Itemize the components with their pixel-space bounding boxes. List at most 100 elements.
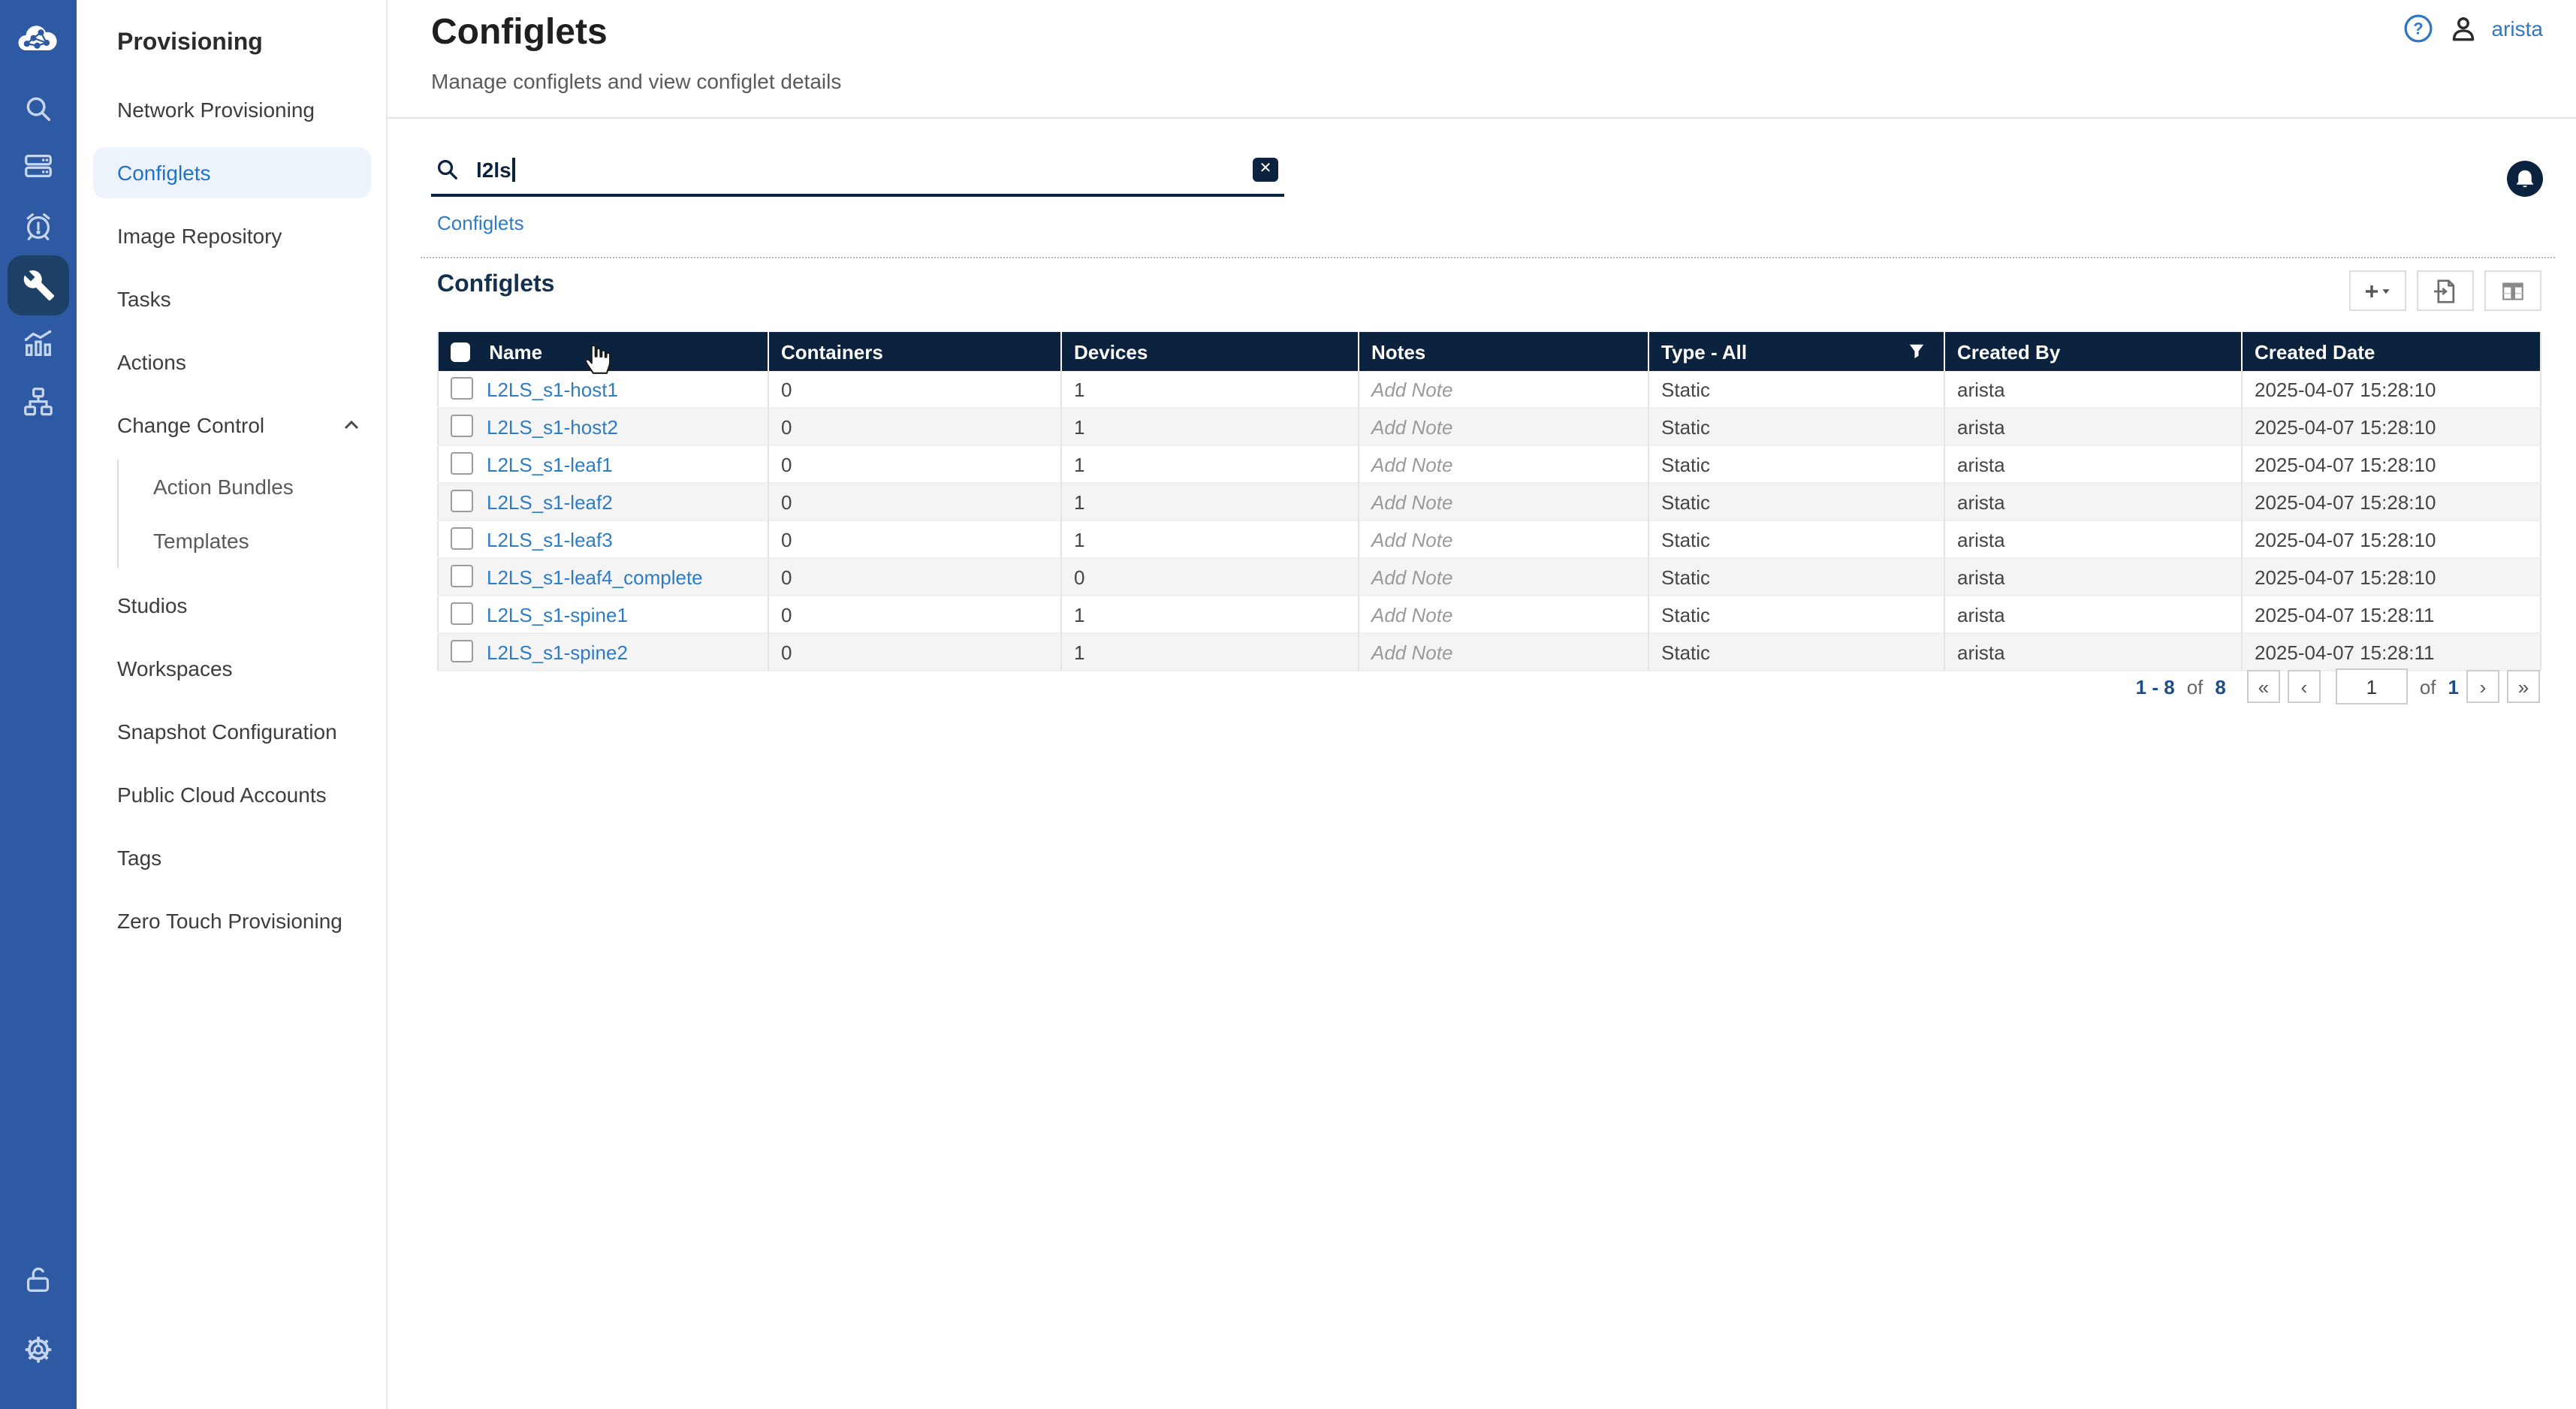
configlet-link[interactable]: L2LS_s1-host1 (487, 379, 618, 401)
configlet-link[interactable]: L2LS_s1-leaf3 (487, 529, 613, 551)
breadcrumb-configlets[interactable]: Configlets (437, 212, 524, 234)
column-header-type[interactable]: Type - All (1648, 332, 1945, 371)
row-checkbox[interactable] (451, 452, 473, 475)
cell-created-by: arista (1944, 371, 2243, 408)
cell-devices: 1 (1061, 371, 1359, 408)
first-page-button[interactable]: « (2246, 670, 2280, 703)
column-label: Containers (781, 340, 883, 363)
sidebar-item-templates[interactable]: Templates (119, 514, 386, 568)
cell-containers: 0 (768, 520, 1062, 558)
column-label: Name (489, 340, 543, 363)
cell-containers: 0 (768, 558, 1062, 596)
column-label: Created Date (2255, 340, 2375, 363)
row-checkbox[interactable] (451, 565, 473, 587)
sidebar-item-workspaces[interactable]: Workspaces (77, 637, 386, 700)
topology-icon[interactable] (0, 371, 77, 431)
column-label: Devices (1074, 340, 1148, 363)
add-note-button[interactable]: Add Note (1371, 415, 1453, 438)
last-page-button[interactable]: » (2507, 670, 2540, 703)
sidebar-item-actions[interactable]: Actions (77, 330, 386, 394)
sidebar-item-label: Change Control (117, 413, 265, 437)
page-input[interactable] (2335, 668, 2408, 704)
sidebar-item-public-cloud-accounts[interactable]: Public Cloud Accounts (77, 763, 386, 826)
column-header-containers[interactable]: Containers (768, 332, 1062, 371)
sidebar-item-tags[interactable]: Tags (77, 826, 386, 889)
row-checkbox[interactable] (451, 527, 473, 550)
of-label: of (2186, 675, 2203, 698)
configlet-link[interactable]: L2LS_s1-leaf2 (487, 491, 613, 514)
row-checkbox[interactable] (451, 415, 473, 437)
page-header: Configlets Manage configlets and view co… (388, 0, 2576, 119)
plus-icon (2366, 285, 2390, 297)
provisioning-sidebar: Provisioning Network Provisioning Configl… (77, 0, 388, 1409)
notifications-bell-icon[interactable] (2507, 161, 2543, 197)
search-icon[interactable] (0, 78, 77, 138)
devices-icon[interactable] (0, 135, 77, 195)
settings-gear-icon[interactable] (0, 1319, 77, 1379)
clear-search-icon[interactable]: ✕ (1253, 158, 1278, 182)
cell-containers: 0 (768, 633, 1062, 671)
configlet-link[interactable]: L2LS_s1-spine1 (487, 604, 628, 626)
table-row: L2LS_s1-leaf3 0 1 Add Note Static arista 2025-… (438, 520, 2541, 558)
next-page-button[interactable]: › (2466, 670, 2499, 703)
user-name[interactable]: arista (2491, 17, 2543, 41)
cell-notes: Add Note (1359, 371, 1649, 408)
sidebar-item-snapshot-configuration[interactable]: Snapshot Configuration (77, 700, 386, 763)
configlet-link[interactable]: L2LS_s1-spine2 (487, 641, 628, 664)
dashboards-icon[interactable] (0, 312, 77, 373)
add-note-button[interactable]: Add Note (1371, 603, 1453, 626)
sidebar-title: Provisioning (117, 30, 263, 56)
search-input[interactable]: l2ls ✕ (431, 146, 1284, 197)
sidebar-item-change-control[interactable]: Change Control (77, 394, 386, 457)
add-note-button[interactable]: Add Note (1371, 453, 1453, 475)
cell-created-by: arista (1944, 596, 2243, 633)
unlock-icon[interactable] (0, 1250, 77, 1310)
add-note-button[interactable]: Add Note (1371, 378, 1453, 400)
cell-type: Static (1648, 596, 1945, 633)
sidebar-item-label: Workspaces (117, 656, 233, 680)
add-note-button[interactable]: Add Note (1371, 490, 1453, 513)
cloudvision-logo-icon[interactable] (0, 9, 77, 69)
add-configlet-button[interactable] (2349, 270, 2406, 311)
add-note-button[interactable]: Add Note (1371, 566, 1453, 588)
events-icon[interactable] (0, 195, 77, 255)
column-header-devices[interactable]: Devices (1061, 332, 1359, 371)
select-all-checkbox[interactable] (451, 342, 470, 361)
customize-columns-button[interactable] (2484, 270, 2541, 311)
export-button[interactable] (2417, 270, 2474, 311)
provisioning-wrench-icon[interactable] (8, 255, 69, 315)
sidebar-item-configlets[interactable]: Configlets (93, 147, 371, 198)
help-icon[interactable]: ? (2402, 12, 2435, 45)
type-filter-icon[interactable] (1908, 342, 1926, 365)
column-header-notes[interactable]: Notes (1359, 332, 1649, 371)
table-row: L2LS_s1-leaf1 0 1 Add Note Static arista 2025-… (438, 445, 2541, 483)
configlet-link[interactable]: L2LS_s1-leaf4_complete (487, 566, 703, 589)
sidebar-item-label: Public Cloud Accounts (117, 783, 327, 807)
cell-containers: 0 (768, 596, 1062, 633)
breadcrumb: Configlets (437, 212, 524, 234)
cell-created-date: 2025-04-07 15:28:10 (2255, 415, 2436, 438)
cell-type: Static (1648, 483, 1945, 520)
cell-devices: 1 (1061, 408, 1359, 445)
sidebar-item-action-bundles[interactable]: Action Bundles (119, 460, 386, 514)
prev-page-button[interactable]: ‹ (2287, 670, 2321, 703)
user-icon[interactable] (2447, 12, 2480, 45)
row-checkbox[interactable] (451, 490, 473, 512)
sidebar-item-image-repository[interactable]: Image Repository (77, 204, 386, 267)
sidebar-item-zero-touch-provisioning[interactable]: Zero Touch Provisioning (77, 889, 386, 952)
column-label: Type - All (1661, 340, 1748, 363)
add-note-button[interactable]: Add Note (1371, 528, 1453, 551)
sidebar-item-studios[interactable]: Studios (77, 574, 386, 637)
row-checkbox[interactable] (451, 602, 473, 625)
row-checkbox[interactable] (451, 377, 473, 400)
configlet-link[interactable]: L2LS_s1-leaf1 (487, 454, 613, 476)
configlet-link[interactable]: L2LS_s1-host2 (487, 416, 618, 439)
table-toolbar (2349, 270, 2541, 311)
column-header-created-date[interactable]: Created Date (2242, 332, 2541, 371)
row-checkbox[interactable] (451, 640, 473, 662)
sidebar-item-tasks[interactable]: Tasks (77, 267, 386, 330)
add-note-button[interactable]: Add Note (1371, 641, 1453, 663)
column-header-created-by[interactable]: Created By (1944, 332, 2243, 371)
sidebar-item-network-provisioning[interactable]: Network Provisioning (77, 78, 386, 141)
